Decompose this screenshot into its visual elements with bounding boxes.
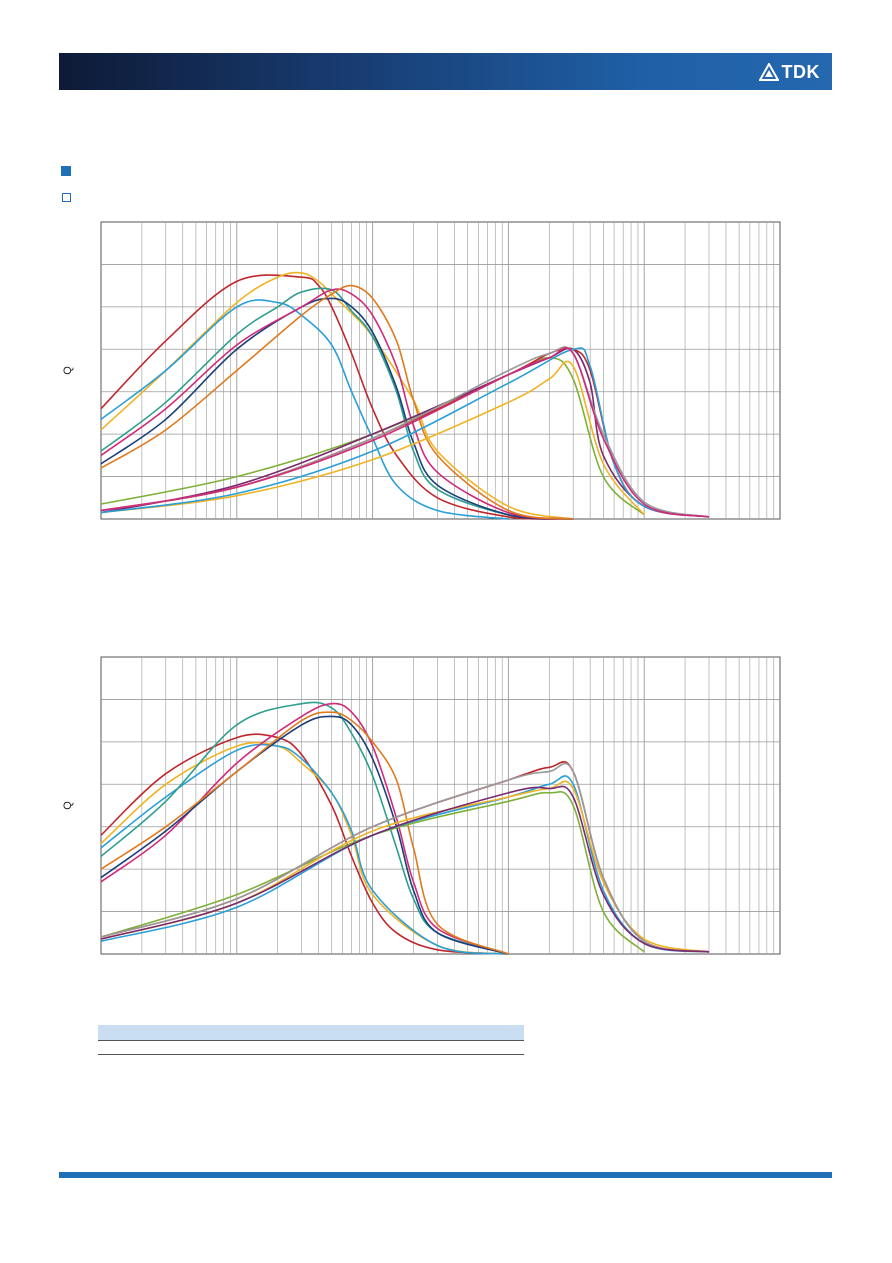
tdk-logo-icon — [758, 63, 779, 81]
series-line-7 — [100, 711, 509, 955]
series-line-5 — [100, 702, 509, 955]
series-line-13 — [100, 785, 710, 953]
series-line-2 — [100, 741, 509, 955]
plot-area — [100, 656, 781, 955]
series-line-8 — [100, 791, 645, 953]
chart-2: Q — [62, 656, 781, 955]
series-line-4 — [100, 701, 509, 955]
series-line-6 — [100, 715, 509, 955]
chart-1: Q — [62, 221, 781, 520]
series-line-7 — [100, 284, 574, 520]
footer-bar — [59, 1172, 832, 1178]
series-line-3 — [100, 743, 509, 955]
section-bullet-filled — [61, 166, 71, 176]
series-line-14 — [100, 347, 710, 518]
series-line-6 — [100, 288, 574, 520]
series-line-1 — [100, 274, 574, 520]
series-line-12 — [100, 762, 710, 953]
series-line-5 — [100, 297, 574, 520]
table-header-row — [98, 1025, 524, 1040]
y-axis-label: Q — [62, 801, 74, 810]
header-bar: TDK — [59, 53, 832, 90]
series-line-9 — [100, 360, 645, 516]
series-line-12 — [100, 347, 710, 518]
tdk-logo: TDK — [758, 61, 821, 82]
series-line-1 — [100, 733, 509, 955]
table-rule-top — [98, 1040, 524, 1041]
section-bullet-open — [62, 193, 71, 202]
y-axis-label: Q — [62, 366, 74, 375]
table-rule-bottom — [98, 1054, 524, 1055]
brand-name: TDK — [781, 61, 820, 82]
series-line-3 — [100, 299, 509, 520]
series-line-4 — [100, 287, 574, 520]
